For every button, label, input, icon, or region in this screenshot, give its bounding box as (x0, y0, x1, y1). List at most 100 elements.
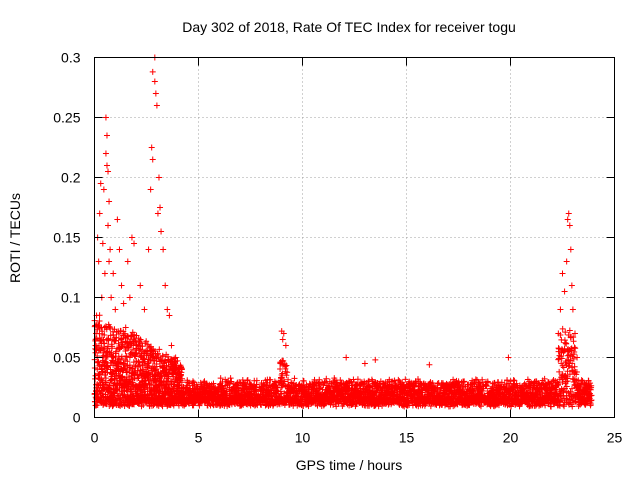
data-point (309, 389, 316, 396)
data-point (139, 343, 146, 350)
data-point (555, 356, 562, 363)
data-point (573, 368, 580, 375)
data-point (172, 354, 179, 361)
data-point (165, 375, 172, 382)
data-point (333, 379, 340, 386)
data-point (510, 377, 517, 384)
data-point (323, 375, 330, 382)
data-point (112, 337, 119, 344)
data-point (140, 355, 147, 362)
data-point (137, 282, 144, 289)
data-point (151, 347, 158, 354)
data-point (164, 353, 171, 360)
data-point (165, 384, 172, 391)
data-point (102, 358, 109, 365)
data-point (562, 329, 569, 336)
data-point (122, 324, 129, 331)
data-point (279, 370, 286, 377)
data-point (361, 360, 368, 367)
data-point (558, 355, 565, 362)
data-point (94, 353, 101, 360)
data-point (434, 380, 441, 387)
data-point (568, 282, 575, 289)
data-point (483, 382, 490, 389)
data-point (561, 288, 568, 295)
data-point (566, 327, 573, 334)
data-point (460, 384, 467, 391)
data-point (278, 375, 285, 382)
data-point (95, 359, 102, 366)
y-tick-labels: 00.050.10.150.20.250.3 (53, 50, 80, 426)
data-point (559, 346, 566, 353)
data-point (116, 246, 123, 253)
data-point (106, 258, 113, 265)
data-point (277, 365, 284, 372)
data-point (477, 403, 484, 410)
data-point (119, 343, 126, 350)
data-point (559, 325, 566, 332)
data-point (124, 258, 131, 265)
data-point (103, 132, 110, 139)
data-point (564, 378, 571, 385)
data-point (103, 162, 110, 169)
x-tick-label: 0 (91, 430, 99, 446)
data-point (106, 198, 113, 205)
data-point (110, 270, 117, 277)
data-point (103, 379, 110, 386)
data-point (109, 354, 116, 361)
x-tick-label: 5 (195, 430, 203, 446)
data-point (128, 234, 135, 241)
data-point (561, 337, 568, 344)
data-point (353, 400, 360, 407)
data-point (565, 363, 572, 370)
data-point (571, 344, 578, 351)
data-point (123, 387, 130, 394)
data-point (548, 403, 555, 410)
data-point (571, 378, 578, 385)
x-tick-label: 20 (503, 430, 519, 446)
data-point (148, 347, 155, 354)
data-point (283, 372, 290, 379)
data-point (127, 350, 134, 357)
y-tick-label: 0.25 (53, 110, 80, 126)
data-point (148, 144, 155, 151)
y-tick-label: 0.1 (61, 290, 81, 306)
data-point (574, 354, 581, 361)
data-point (236, 379, 243, 386)
data-point (110, 331, 117, 338)
x-tick-label: 10 (295, 430, 311, 446)
data-point (333, 403, 340, 410)
data-point (279, 336, 286, 343)
data-point (415, 376, 422, 383)
data-point (562, 372, 569, 379)
data-point (126, 294, 133, 301)
data-point (149, 156, 156, 163)
data-point (159, 352, 166, 359)
data-point (189, 378, 196, 385)
data-point (107, 324, 114, 331)
data-point (588, 392, 595, 399)
data-point (98, 376, 105, 383)
data-point (166, 369, 173, 376)
data-point (102, 352, 109, 359)
data-point (230, 380, 237, 387)
data-point (461, 378, 468, 385)
data-point (137, 336, 144, 343)
x-tick-labels: 0 5 10 15 20 25 (91, 430, 623, 446)
data-point (120, 361, 127, 368)
data-point (497, 383, 504, 390)
data-points (91, 54, 595, 410)
data-point (137, 367, 144, 374)
data-point (557, 306, 564, 313)
y-axis-title: ROTI / TECUs (7, 193, 23, 283)
data-point (285, 376, 292, 383)
data-point (535, 380, 542, 387)
data-point (278, 390, 285, 397)
data-point (281, 378, 288, 385)
data-point (155, 174, 162, 181)
data-point (555, 380, 562, 387)
data-point (123, 353, 130, 360)
data-point (217, 375, 224, 382)
data-point (92, 342, 99, 349)
data-point (120, 300, 127, 307)
